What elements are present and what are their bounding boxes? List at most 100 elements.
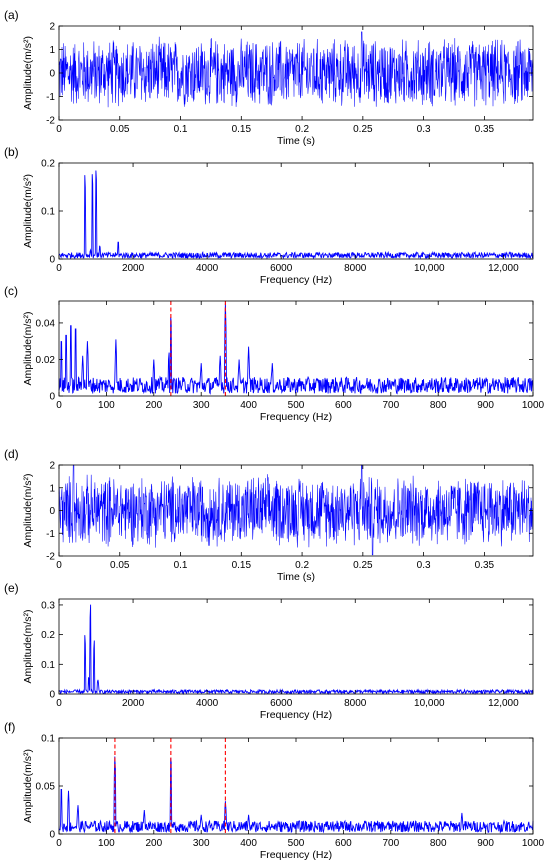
x-tick-label-d-3: 0.15 — [232, 560, 252, 571]
y-tick-label-e-2: 0.2 — [41, 630, 55, 641]
x-tick-label-a-1: 0.05 — [110, 124, 130, 135]
y-tick-label-c-0: 0 — [49, 392, 55, 403]
x-tick-label-c-7: 700 — [382, 400, 399, 411]
x-tick-label-a-3: 0.15 — [232, 124, 252, 135]
y-axis-label-d: Amplitude(m/s²) — [22, 473, 34, 547]
x-tick-label-c-1: 100 — [98, 400, 115, 411]
x-tick-label-e-0: 0 — [56, 698, 62, 709]
x-tick-label-d-4: 0.2 — [295, 560, 309, 571]
y-tick-label-e-1: 0.1 — [41, 660, 55, 671]
y-axis-label-b: Amplitude(m/s²) — [22, 174, 34, 248]
y-tick-label-b-0: 0 — [49, 255, 55, 266]
x-tick-label-b-1: 2000 — [122, 263, 145, 274]
x-tick-label-f-0: 0 — [56, 838, 62, 849]
x-axis-label-d: Time (s) — [277, 571, 315, 583]
x-tick-label-e-2: 4000 — [196, 698, 219, 709]
axes-frame-b — [58, 162, 534, 260]
y-tick-label-f-1: 0.05 — [36, 782, 56, 793]
x-tick-label-c-6: 600 — [335, 400, 352, 411]
y-axis-label-c: Amplitude(m/s²) — [22, 311, 34, 385]
x-axis-label-a: Time (s) — [277, 135, 315, 147]
x-tick-label-a-2: 0.1 — [174, 124, 188, 135]
y-axis-label-f: Amplitude(m/s²) — [22, 749, 34, 823]
y-tick-label-d-3: 1 — [49, 483, 55, 494]
x-tick-label-d-2: 0.1 — [174, 560, 188, 571]
chart-panel-b: 0 2000 4000 6000 8000 10,000 12,000 0 0.1 0.2 Freq… — [4, 145, 534, 286]
x-tick-label-c-3: 300 — [193, 400, 210, 411]
panel-label-d: (d) — [4, 447, 19, 461]
x-tick-label-a-7: 0.35 — [475, 124, 495, 135]
x-tick-label-b-4: 8000 — [344, 263, 367, 274]
y-tick-label-a-1: -1 — [46, 92, 55, 103]
y-tick-label-f-2: 0.1 — [41, 734, 55, 745]
y-tick-label-f-0: 0 — [49, 830, 55, 841]
x-tick-label-e-6: 12,000 — [488, 698, 519, 709]
axes-frame-e — [58, 598, 534, 695]
x-tick-label-f-4: 400 — [240, 838, 257, 849]
x-tick-label-a-5: 0.25 — [353, 124, 373, 135]
series-line-f-0 — [58, 756, 534, 834]
x-tick-label-f-9: 900 — [477, 838, 494, 849]
x-tick-label-d-7: 0.35 — [475, 560, 495, 571]
x-tick-label-c-8: 800 — [430, 400, 447, 411]
axes-frame-f — [58, 737, 534, 835]
x-axis-label-f: Frequency (Hz) — [260, 849, 332, 861]
panel-label-f: (f) — [4, 720, 15, 734]
x-tick-label-d-5: 0.25 — [353, 560, 373, 571]
y-axis-label-e: Amplitude(m/s²) — [22, 609, 34, 683]
x-tick-label-c-4: 400 — [240, 400, 257, 411]
x-tick-label-a-0: 0 — [56, 124, 62, 135]
x-axis-label-c: Frequency (Hz) — [260, 411, 332, 423]
series-line-d-0 — [58, 464, 534, 556]
chart-panel-e: 0 2000 4000 6000 8000 10,000 12,000 0 0.1 0.2 0.3 F… — [4, 581, 534, 721]
series-line-c-0 — [58, 303, 534, 395]
x-tick-label-c-5: 500 — [288, 400, 305, 411]
x-tick-label-e-5: 10,000 — [414, 698, 445, 709]
x-tick-label-f-1: 100 — [98, 838, 115, 849]
y-tick-label-d-0: -2 — [46, 552, 55, 563]
chart-panel-f: 0 100 200 300 400 500 600 700 800 900 1000 0 0.05 0.1… — [4, 720, 545, 861]
y-tick-label-c-1: 0.02 — [36, 355, 56, 366]
x-tick-label-d-0: 0 — [56, 560, 62, 571]
y-tick-label-a-0: -2 — [46, 116, 55, 127]
y-tick-label-d-1: -1 — [46, 529, 55, 540]
panel-label-e: (e) — [4, 581, 19, 595]
chart-panel-d: 0 0.05 0.1 0.15 0.2 0.25 0.3 0.35 -2 -1 0 1 2 Time (s… — [4, 447, 534, 583]
x-tick-label-c-2: 200 — [145, 400, 162, 411]
x-tick-label-c-0: 0 — [56, 400, 62, 411]
x-tick-label-d-1: 0.05 — [110, 560, 130, 571]
x-tick-label-c-10: 1000 — [522, 400, 545, 411]
y-tick-label-d-4: 2 — [49, 461, 55, 472]
x-tick-label-d-6: 0.3 — [417, 560, 431, 571]
panel-label-a: (a) — [4, 8, 19, 22]
x-tick-label-f-8: 800 — [430, 838, 447, 849]
y-tick-label-a-4: 2 — [49, 22, 55, 33]
x-tick-label-c-9: 900 — [477, 400, 494, 411]
x-tick-label-f-5: 500 — [288, 838, 305, 849]
chart-panel-a: 0 0.05 0.1 0.15 0.2 0.25 0.3 0.35 -2 -1 0 1 2 Time (s… — [4, 8, 534, 147]
x-tick-label-f-3: 300 — [193, 838, 210, 849]
y-tick-label-c-2: 0.04 — [36, 318, 56, 329]
x-tick-label-a-6: 0.3 — [417, 124, 431, 135]
panel-label-c: (c) — [4, 284, 18, 298]
x-tick-label-f-10: 1000 — [522, 838, 545, 849]
series-line-b-0 — [58, 170, 534, 260]
y-tick-label-e-3: 0.3 — [41, 600, 55, 611]
y-tick-label-b-1: 0.1 — [41, 207, 55, 218]
y-tick-label-a-2: 0 — [49, 69, 55, 80]
chart-panel-c: 0 100 200 300 400 500 600 700 800 900 1000 0 0.02 0.0… — [4, 284, 545, 423]
series-line-e-0 — [58, 604, 534, 696]
panel-label-b: (b) — [4, 145, 19, 159]
y-tick-label-d-2: 0 — [49, 506, 55, 517]
x-tick-label-f-7: 700 — [382, 838, 399, 849]
x-tick-label-f-2: 200 — [145, 838, 162, 849]
y-axis-label-a: Amplitude(m/s²) — [22, 36, 34, 110]
x-axis-label-e: Frequency (Hz) — [260, 709, 332, 721]
x-tick-label-b-6: 12,000 — [488, 263, 519, 274]
x-tick-label-b-0: 0 — [56, 263, 62, 274]
x-tick-label-e-1: 2000 — [122, 698, 145, 709]
series-line-a-0 — [58, 31, 534, 108]
x-tick-label-b-3: 6000 — [270, 263, 293, 274]
y-tick-label-b-2: 0.2 — [41, 159, 55, 170]
